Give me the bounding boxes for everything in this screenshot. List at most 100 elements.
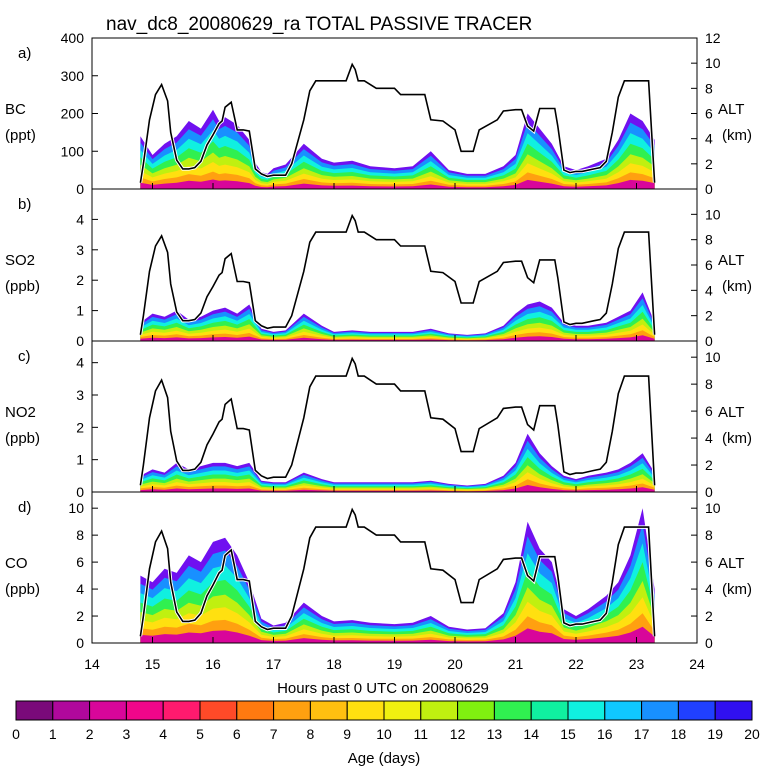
colorbar-swatch bbox=[420, 700, 459, 721]
y2-tick-label: 10 bbox=[705, 349, 721, 365]
y-tick-label: 4 bbox=[76, 211, 84, 227]
colorbar-tick-label: 13 bbox=[487, 726, 503, 742]
colorbar-swatch bbox=[604, 700, 643, 721]
panel-bc: 0 100 200 300 400 0 2 4 6 8 10 12 a) BC (ppt) ALT (km) bbox=[5, 30, 752, 197]
colorbar-swatch bbox=[493, 700, 532, 721]
tracer-layer-7 bbox=[140, 626, 655, 643]
y2-tick-label: 0 bbox=[705, 181, 713, 197]
colorbar-label: Age (days) bbox=[348, 750, 421, 767]
colorbar-tick-label: 2 bbox=[86, 726, 94, 742]
colorbar-tick-label: 20 bbox=[744, 726, 760, 742]
alt-label: ALT bbox=[718, 252, 744, 269]
y-tick-label: 300 bbox=[61, 68, 85, 84]
x-tick-label: 17 bbox=[266, 656, 282, 672]
tracer-layer-7 bbox=[140, 179, 655, 189]
colorbar-tick-label: 12 bbox=[450, 726, 466, 742]
x-tick-label: 20 bbox=[447, 656, 463, 672]
y-tick-label: 4 bbox=[76, 355, 84, 371]
colorbar-swatch bbox=[677, 700, 716, 721]
colorbar-tick-label: 7 bbox=[270, 726, 278, 742]
species-label: CO bbox=[5, 555, 28, 572]
y2-tick-label: 4 bbox=[705, 581, 713, 597]
y-tick-label: 400 bbox=[61, 30, 85, 46]
altitude-line bbox=[139, 62, 656, 183]
colorbar-swatch bbox=[52, 700, 91, 721]
colorbar: 0 1 2 3 4 5 6 7 8 9 10 11 12 13 14 15 16 17 18 19 20 bbox=[12, 700, 760, 742]
figure-title: nav_dc8_20080629_ra TOTAL PASSIVE TRACER bbox=[106, 14, 532, 35]
panel-no2: 0 1 2 3 4 0 2 4 6 8 10 c) NO2 (ppb) ALT (km) bbox=[5, 340, 752, 500]
x-axis: 14 15 16 17 18 19 20 21 22 23 24 bbox=[84, 656, 705, 672]
y2-tick-label: 8 bbox=[705, 527, 713, 543]
y2-tick-label: 0 bbox=[705, 635, 713, 651]
colorbar-tick-label: 18 bbox=[671, 726, 687, 742]
panels: 0100200300400024681012a)BC(ppt)ALT(km)01… bbox=[5, 30, 752, 651]
species-unit: (ppt) bbox=[5, 127, 36, 144]
y-tick-label: 0 bbox=[76, 635, 84, 651]
y2-tick-label: 10 bbox=[705, 206, 721, 222]
x-tick-label: 15 bbox=[145, 656, 161, 672]
colorbar-tick-label: 10 bbox=[376, 726, 392, 742]
colorbar-swatch bbox=[457, 700, 495, 721]
alt-label: ALT bbox=[718, 555, 744, 572]
y-tick-label: 1 bbox=[76, 452, 84, 468]
colorbar-swatch bbox=[273, 700, 311, 721]
x-tick-label: 19 bbox=[387, 656, 403, 672]
alt-label: ALT bbox=[718, 404, 744, 421]
colorbar-swatch bbox=[641, 700, 679, 721]
y2-tick-label: 8 bbox=[705, 232, 713, 248]
y-tick-label: 0 bbox=[76, 333, 84, 349]
colorbar-tick-label: 6 bbox=[233, 726, 241, 742]
colorbar-tick-label: 3 bbox=[123, 726, 131, 742]
y-tick-label: 6 bbox=[76, 554, 84, 570]
colorbar-swatch bbox=[567, 700, 606, 721]
y2-tick-label: 2 bbox=[705, 308, 713, 324]
panel-label: a) bbox=[18, 45, 31, 62]
y2-tick-label: 12 bbox=[705, 30, 721, 46]
colorbar-tick-label: 11 bbox=[414, 726, 429, 742]
tracer-layer-7 bbox=[140, 485, 655, 492]
y2-tick-label: 6 bbox=[705, 257, 713, 273]
colorbar-tick-label: 0 bbox=[12, 726, 20, 742]
x-tick-label: 22 bbox=[568, 656, 584, 672]
species-label: BC bbox=[5, 101, 26, 118]
y2-tick-label: 8 bbox=[705, 376, 713, 392]
y-tick-label: 2 bbox=[76, 608, 84, 624]
y2-tick-label: 10 bbox=[705, 500, 721, 516]
colorbar-swatch bbox=[162, 700, 201, 721]
panel-label: c) bbox=[18, 348, 31, 365]
y2-tick-label: 2 bbox=[705, 156, 713, 172]
y-tick-label: 2 bbox=[76, 419, 84, 435]
species-unit: (ppb) bbox=[5, 581, 40, 598]
x-tick-label: 16 bbox=[205, 656, 221, 672]
panel-label: b) bbox=[18, 196, 31, 213]
colorbar-swatch bbox=[714, 700, 753, 721]
x-tick-label: 21 bbox=[508, 656, 524, 672]
x-tick-label: 14 bbox=[84, 656, 100, 672]
colorbar-swatch bbox=[309, 700, 348, 721]
colorbar-tick-label: 1 bbox=[49, 726, 57, 742]
species-unit: (ppb) bbox=[5, 278, 40, 295]
colorbar-swatch bbox=[199, 700, 238, 721]
y-tick-label: 1 bbox=[76, 303, 84, 319]
colorbar-tick-label: 16 bbox=[597, 726, 613, 742]
altitude-line bbox=[139, 356, 656, 486]
panel-so2: 0 1 2 3 4 0 2 4 6 8 10 b) SO2 (ppb) ALT (km) bbox=[5, 188, 752, 349]
colorbar-swatch bbox=[530, 700, 569, 721]
colorbar-swatch bbox=[346, 700, 385, 721]
y2-tick-label: 0 bbox=[705, 333, 713, 349]
x-tick-label: 24 bbox=[689, 656, 705, 672]
x-tick-label: 23 bbox=[629, 656, 645, 672]
y2-tick-label: 8 bbox=[705, 80, 713, 96]
y2-tick-label: 4 bbox=[705, 282, 713, 298]
colorbar-tick-label: 15 bbox=[560, 726, 576, 742]
colorbar-tick-label: 8 bbox=[307, 726, 315, 742]
y2-tick-label: 4 bbox=[705, 430, 713, 446]
y2-tick-label: 10 bbox=[705, 55, 721, 71]
panel-label: d) bbox=[18, 499, 31, 516]
x-axis-label: Hours past 0 UTC on 20080629 bbox=[277, 680, 489, 697]
tracer-layer-7 bbox=[140, 335, 655, 341]
y2-tick-label: 6 bbox=[705, 106, 713, 122]
y-tick-label: 0 bbox=[76, 181, 84, 197]
panel-co: 0 2 4 6 8 10 0 2 4 6 8 10 d) CO (ppb) ALT (km) bbox=[5, 491, 752, 651]
colorbar-swatch bbox=[15, 700, 54, 721]
